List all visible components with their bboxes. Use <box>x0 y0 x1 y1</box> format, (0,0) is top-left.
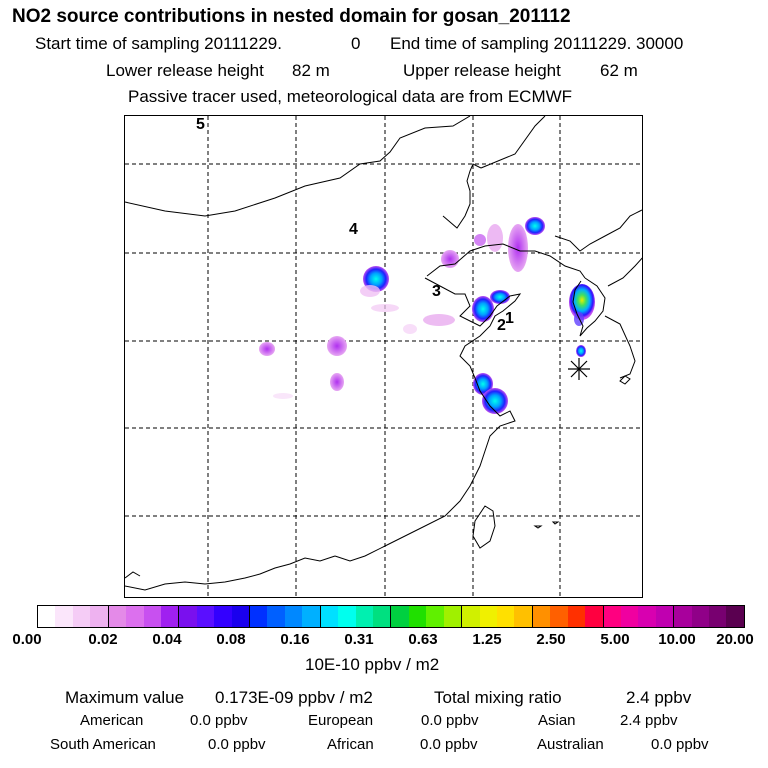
lower-height-label: Lower release height <box>106 61 264 80</box>
max-value-label: Maximum value <box>65 688 185 707</box>
upper-height-label: Upper release height <box>403 61 561 80</box>
colorbar-segment <box>532 606 551 627</box>
coastlines <box>125 116 642 591</box>
colorbar-segment <box>108 606 127 627</box>
lower-height-value: 82 m <box>292 61 330 80</box>
colorbar-segment <box>38 606 56 627</box>
colorbar-segment <box>160 606 180 627</box>
colorbar-segment <box>674 606 692 627</box>
colorbar-segment <box>462 606 480 627</box>
start-hour: 0 <box>351 34 361 53</box>
colorbar-segment <box>443 606 463 627</box>
colorbar-segment <box>179 606 197 627</box>
gosan-receptor-star <box>568 358 590 380</box>
colorbar-segment <box>214 606 232 627</box>
colorbar-segment <box>90 606 109 627</box>
colorbar-tick: 0.02 <box>88 631 118 648</box>
colorbar-tick: 0.08 <box>216 631 246 648</box>
colorbar-segment <box>196 606 215 627</box>
colorbar-segment <box>408 606 427 627</box>
region-name: Asian <box>538 712 576 729</box>
colorbar-segment <box>320 606 339 627</box>
region-name: European <box>308 712 374 729</box>
total-mixing-value: 2.4 ppbv <box>626 688 692 707</box>
colorbar-tick: 0.00 <box>12 631 42 648</box>
page-title: NO2 source contributions in nested domai… <box>12 6 571 27</box>
colorbar-segment <box>514 606 533 627</box>
colorbar-segment <box>709 606 727 627</box>
colorbar-segment <box>231 606 251 627</box>
region-label-1: 1 <box>505 310 514 327</box>
region-label-4: 4 <box>349 221 358 238</box>
colorbar-segment <box>72 606 91 627</box>
colorbar-segment <box>143 606 161 627</box>
tracer-note: Passive tracer used, meteorological data… <box>128 87 573 106</box>
colorbar-segment <box>391 606 409 627</box>
colorbar-segment <box>550 606 568 627</box>
colorbar-segment <box>426 606 444 627</box>
region-label-3: 3 <box>432 283 441 300</box>
max-value: 0.173E-09 ppbv / m2 <box>215 688 373 707</box>
colorbar-segment <box>338 606 356 627</box>
colorbar-segment <box>250 606 268 627</box>
region-name: African <box>327 736 374 753</box>
colorbar-segment <box>691 606 710 627</box>
end-time-label: End time of sampling 20111229. 30000 <box>390 34 684 53</box>
colorbar-segment <box>126 606 144 627</box>
colorbar-tick: 1.25 <box>472 631 502 648</box>
colorbar-segment <box>638 606 656 627</box>
region-label-2: 2 <box>497 317 506 334</box>
start-time-label: Start time of sampling 20111229. <box>35 34 282 53</box>
colorbar-tick: 0.31 <box>344 631 374 648</box>
colorbar-tick: 5.00 <box>600 631 630 648</box>
colorbar-segment <box>655 606 675 627</box>
region-name: American <box>80 712 144 729</box>
colorbar-tick: 10.00 <box>658 631 696 648</box>
concentration-field <box>259 217 595 414</box>
colorbar-units: 10E-10 ppbv / m2 <box>305 655 440 674</box>
region-name: South American <box>50 736 156 753</box>
colorbar-segment <box>567 606 586 627</box>
colorbar-tick: 0.04 <box>152 631 182 648</box>
region-name: Australian <box>537 736 604 753</box>
colorbar-segment <box>726 606 744 627</box>
colorbar <box>37 605 745 628</box>
colorbar-segment <box>585 606 604 627</box>
colorbar-segment <box>267 606 285 627</box>
map-panel: 5 4 3 1 2 <box>124 115 643 598</box>
colorbar-segment <box>603 606 621 627</box>
region-value: 0.0 ppbv <box>651 736 709 753</box>
colorbar-tick: 2.50 <box>536 631 566 648</box>
region-value: 2.4 ppbv <box>620 712 678 729</box>
region-label-5: 5 <box>196 116 205 133</box>
colorbar-segment <box>620 606 639 627</box>
total-mixing-label: Total mixing ratio <box>434 688 562 707</box>
colorbar-tick: 20.00 <box>716 631 754 648</box>
colorbar-segment <box>284 606 303 627</box>
colorbar-tick: 0.16 <box>280 631 310 648</box>
colorbar-tick: 0.63 <box>408 631 438 648</box>
colorbar-segment <box>302 606 321 627</box>
lat-lon-grid <box>125 116 642 597</box>
colorbar-segment <box>479 606 497 627</box>
region-value: 0.0 ppbv <box>190 712 248 729</box>
colorbar-segment <box>496 606 515 627</box>
map-canvas: 5 4 3 1 2 <box>125 116 642 597</box>
colorbar-segment <box>355 606 374 627</box>
upper-height-value: 62 m <box>600 61 638 80</box>
region-value: 0.0 ppbv <box>208 736 266 753</box>
colorbar-segment <box>55 606 73 627</box>
region-value: 0.0 ppbv <box>420 736 478 753</box>
colorbar-segment <box>373 606 392 627</box>
region-value: 0.0 ppbv <box>421 712 479 729</box>
